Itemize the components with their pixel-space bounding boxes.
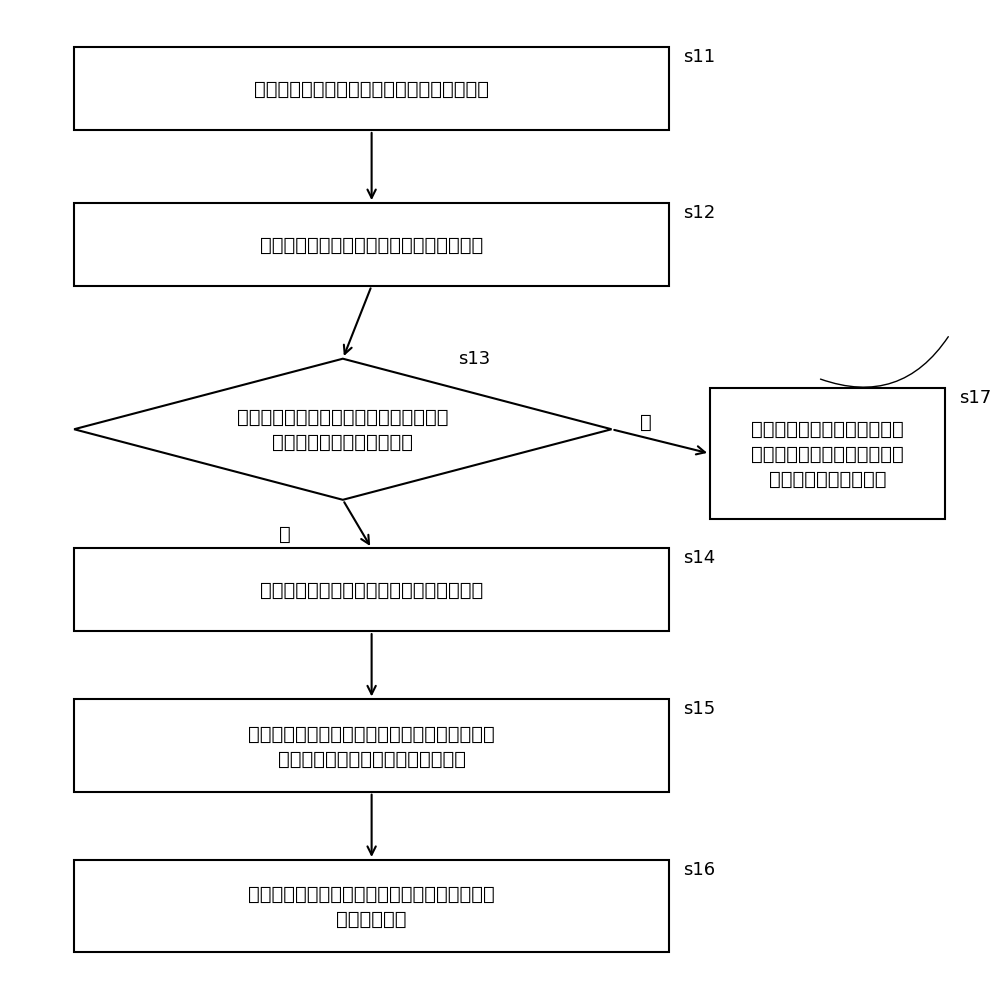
Text: 主控单元控制光敏信号发生器发送光敏信号: 主控单元控制光敏信号发生器发送光敏信号 <box>260 581 483 599</box>
Bar <box>74 860 669 952</box>
Bar <box>74 549 669 631</box>
Bar <box>710 388 945 520</box>
Text: 磁敏元件接收来自磁敏信号发生器的磁敏信号: 磁敏元件接收来自磁敏信号发生器的磁敏信号 <box>254 80 489 99</box>
Bar <box>74 204 669 286</box>
Text: s17: s17 <box>959 388 992 406</box>
Text: 光敏元件接收来自光敏信号发生器的光敏信号，
并将接收的光敏信号发送至主控单元: 光敏元件接收来自光敏信号发生器的光敏信号， 并将接收的光敏信号发送至主控单元 <box>248 724 495 768</box>
Bar <box>74 48 669 131</box>
Text: 磁敏元件将接收的磁敏信号发送至主控单元: 磁敏元件将接收的磁敏信号发送至主控单元 <box>260 236 483 254</box>
Text: s14: s14 <box>684 549 716 567</box>
Text: s16: s16 <box>684 860 716 878</box>
Text: s15: s15 <box>684 700 716 718</box>
Text: s12: s12 <box>684 204 716 222</box>
Text: 根据接收的磁敏信号确定当前
燃气表计量码盘的位置状态，
并存储当前的位置状态: 根据接收的磁敏信号确定当前 燃气表计量码盘的位置状态， 并存储当前的位置状态 <box>751 420 904 489</box>
Text: s13: s13 <box>458 350 490 368</box>
Text: 否: 否 <box>640 412 652 432</box>
Polygon shape <box>74 359 612 500</box>
Text: 控单元根据来自光敏元件的光敏信号确定计量码
盘的位置状态: 控单元根据来自光敏元件的光敏信号确定计量码 盘的位置状态 <box>248 884 495 928</box>
Text: s11: s11 <box>684 48 716 66</box>
Text: 是: 是 <box>279 525 291 543</box>
Bar <box>74 700 669 792</box>
Text: 主控单元根据所述接收的所有磁敏信号，
判断磁敏元件是否受到干扰: 主控单元根据所述接收的所有磁敏信号， 判断磁敏元件是否受到干扰 <box>237 408 449 452</box>
